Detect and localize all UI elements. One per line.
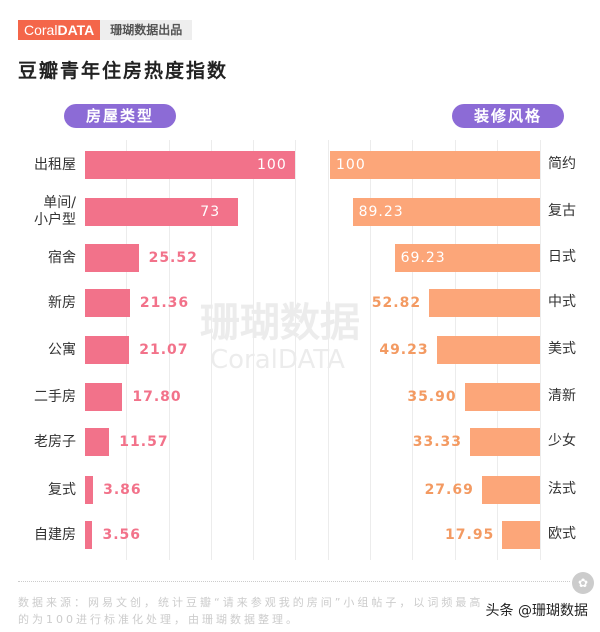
- right-category-label: 美式: [548, 341, 576, 357]
- gridline: [211, 140, 212, 560]
- right-category-label: 法式: [548, 481, 576, 497]
- left-category-label: 单间/ 小户型: [34, 195, 76, 228]
- logo-text-bold: DATA: [57, 22, 95, 38]
- left-category-label: 新房: [48, 294, 76, 311]
- gridline: [370, 140, 371, 560]
- watermark: 珊瑚数据: [200, 300, 360, 346]
- left-category-label: 自建房: [34, 526, 76, 543]
- logo-tag: 珊瑚数据出品: [100, 20, 193, 40]
- left-value-label: 25.52: [148, 250, 198, 266]
- right-bar: [470, 428, 540, 456]
- right-bar: [394, 244, 540, 272]
- right-value-label: 49.23: [379, 342, 429, 358]
- right-bar: [436, 336, 540, 364]
- gridline: [295, 140, 296, 560]
- left-bar: [85, 476, 94, 504]
- left-category-label: 出租屋: [34, 156, 76, 173]
- right-category-label: 少女: [548, 433, 576, 449]
- left-chart-title: 房屋类型: [64, 104, 176, 128]
- left-value-label: 100: [257, 157, 287, 173]
- gridline: [253, 140, 254, 560]
- left-category-label: 复式: [48, 481, 76, 498]
- left-category-label: 二手房: [34, 388, 76, 405]
- left-bar: [85, 383, 123, 411]
- logo-text: Coral: [24, 22, 58, 38]
- left-bar: [85, 244, 139, 272]
- right-value-label: 89.23: [358, 204, 404, 220]
- gridline: [169, 140, 170, 560]
- left-value-label: 21.07: [139, 342, 189, 358]
- right-category-label: 复古: [548, 203, 576, 219]
- right-category-label: 日式: [548, 249, 576, 265]
- left-bar: [85, 336, 130, 364]
- left-value-label: 21.36: [139, 295, 190, 311]
- right-category-label: 中式: [548, 294, 576, 310]
- left-bar: [85, 151, 295, 179]
- left-category-label: 宿舍: [48, 249, 76, 266]
- divider: [18, 581, 570, 582]
- right-bar: [502, 521, 540, 549]
- watermark-en: CoralDATA: [210, 345, 345, 375]
- left-value-label: 17.80: [132, 389, 182, 405]
- right-value-label: 35.90: [407, 389, 457, 405]
- right-category-label: 简约: [548, 156, 576, 172]
- right-value-label: 52.82: [371, 295, 422, 311]
- page-title: 豆瓣青年住房热度指数: [18, 60, 229, 82]
- right-value-label: 100: [336, 157, 366, 173]
- left-bar: [85, 521, 93, 549]
- right-bar: [352, 198, 540, 226]
- gridline: [412, 140, 413, 560]
- right-bar: [464, 383, 540, 411]
- gridline: [540, 140, 541, 560]
- right-bar: [429, 289, 540, 317]
- right-chart-title: 装修风格: [452, 104, 564, 128]
- left-value-label: 3.86: [103, 482, 142, 498]
- right-value-label: 27.69: [424, 482, 474, 498]
- left-category-label: 公寓: [48, 341, 76, 358]
- right-category-label: 欧式: [548, 526, 576, 542]
- right-bar: [481, 476, 540, 504]
- left-bar: [85, 289, 130, 317]
- left-value-label: 3.56: [102, 527, 142, 543]
- right-value-label: 69.23: [400, 250, 446, 266]
- source-credit: 头条 @珊瑚数据: [485, 603, 588, 619]
- left-value-label: 11.57: [119, 434, 169, 450]
- gridline: [328, 140, 329, 560]
- left-bar: [85, 428, 110, 456]
- coraldata-logo: CoralDATA 珊瑚数据出品: [18, 20, 193, 40]
- coral-icon: ✿: [572, 572, 594, 594]
- left-value-label: 73: [200, 204, 221, 220]
- right-value-label: 33.33: [412, 434, 463, 450]
- right-bar: [330, 151, 540, 179]
- right-value-label: 17.95: [445, 527, 495, 543]
- left-bar: [85, 198, 239, 226]
- left-category-label: 老房子: [34, 433, 76, 450]
- right-category-label: 清新: [548, 388, 576, 404]
- footnote: 数据来源：网易文创，统计豆瓣“请来参观我的房间”小组帖子，以词频最高的为100进…: [18, 596, 484, 626]
